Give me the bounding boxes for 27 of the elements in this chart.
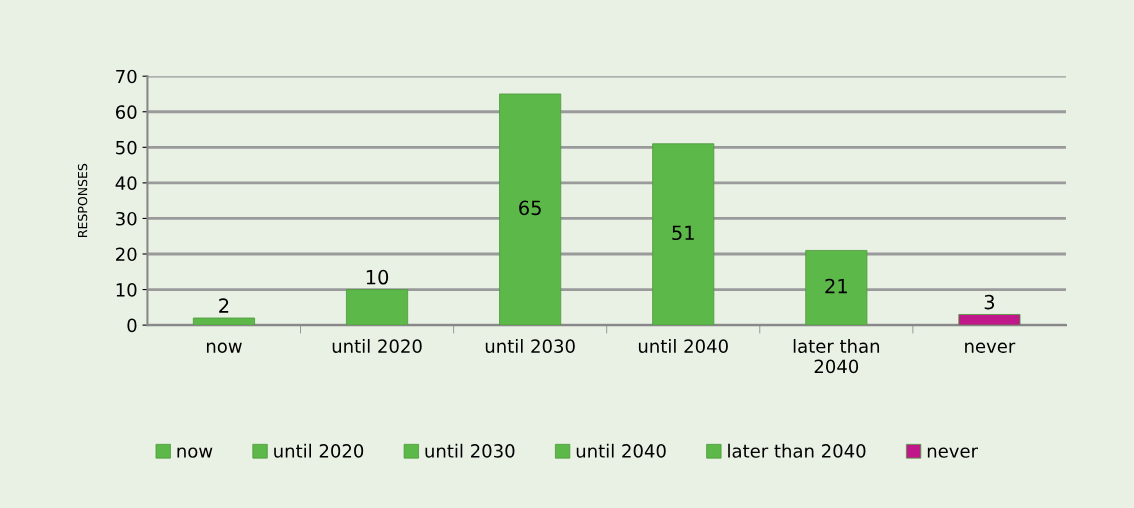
- y-axis-title: RESPONSES: [77, 163, 88, 237]
- y-tick-label: 70: [116, 69, 137, 84]
- data-label: 65: [519, 200, 541, 216]
- data-label: 2: [219, 298, 229, 313]
- y-tick-label: 60: [115, 105, 137, 119]
- x-tick-label: until 2030: [485, 339, 575, 353]
- y-tick-label: 20: [116, 247, 137, 262]
- y-tick-label: 30: [116, 211, 137, 226]
- legend-label: later than 2040: [728, 443, 866, 458]
- x-tick-label: never: [965, 342, 1016, 353]
- legend-label: until 2030: [425, 443, 515, 458]
- data-label: 51: [672, 225, 694, 241]
- y-tick-label: 0: [127, 318, 137, 333]
- x-tick-label: later than 2040: [793, 339, 880, 374]
- data-label: 21: [825, 278, 847, 294]
- legend-label: until 2040: [576, 443, 666, 458]
- data-label: 10: [366, 269, 389, 285]
- data-label: 3: [984, 294, 995, 310]
- x-tick-label: now: [206, 342, 242, 353]
- y-tick-label: 40: [115, 176, 137, 190]
- x-tick-label: until 2040: [638, 339, 728, 353]
- x-tick-label: until 2020: [332, 339, 422, 353]
- legend-label: now: [177, 447, 213, 458]
- y-tick-label: 10: [116, 283, 137, 297]
- y-tick-label: 50: [116, 140, 137, 155]
- legend-label: until 2020: [274, 443, 364, 458]
- legend-label: never: [927, 447, 978, 458]
